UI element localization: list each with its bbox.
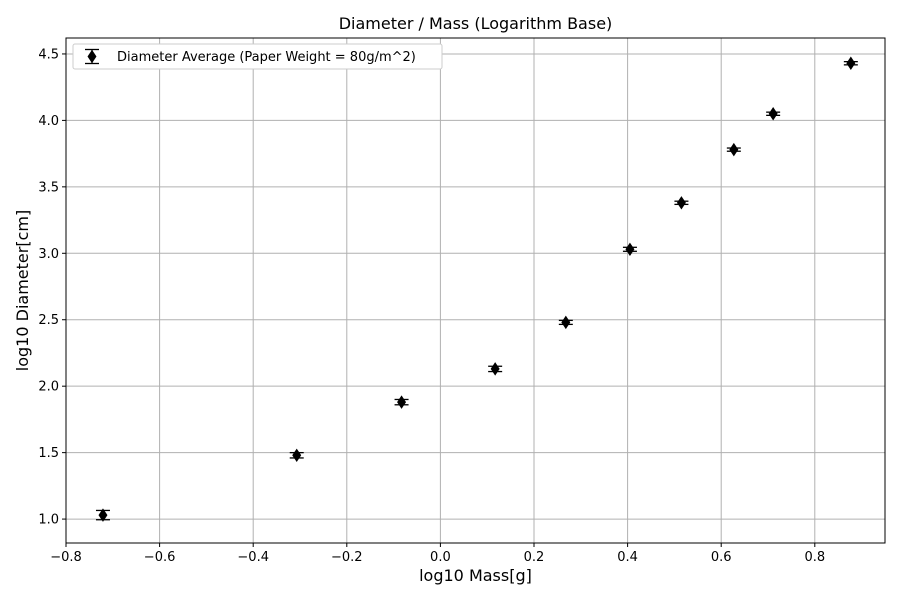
y-tick-label: 1.0 xyxy=(38,513,59,528)
data-point xyxy=(488,362,503,376)
y-tick-label: 3.0 xyxy=(38,247,59,262)
series-layer xyxy=(95,56,858,522)
y-axis-label: log10 Diameter[cm] xyxy=(13,210,32,371)
x-tick-label: 0.0 xyxy=(430,550,451,565)
data-point xyxy=(674,196,689,210)
x-tick-label: −0.6 xyxy=(144,550,176,565)
diamond-marker xyxy=(490,362,500,376)
ticks: −0.8 −0.6 −0.4 −0.2 0.0 0.2 0.4 0.6 0.8 1.0 1.5 2.0… xyxy=(38,47,825,565)
plot-frame xyxy=(65,37,886,544)
data-point xyxy=(622,242,637,257)
x-axis-label: log10 Mass[g] xyxy=(419,566,532,585)
diamond-marker xyxy=(292,448,302,463)
chart-title: Diameter / Mass (Logarithm Base) xyxy=(339,14,613,33)
grid xyxy=(65,38,885,543)
data-point xyxy=(766,107,781,121)
diamond-marker xyxy=(397,395,407,409)
legend-marker xyxy=(85,48,99,65)
diamond-marker xyxy=(768,107,778,121)
diamond-marker xyxy=(561,315,571,330)
legend: Diameter Average (Paper Weight = 80g/m^2… xyxy=(72,43,443,70)
data-point xyxy=(85,48,99,65)
y-tick-label: 2.0 xyxy=(38,380,59,395)
data-point xyxy=(726,142,741,157)
legend-box xyxy=(72,43,443,70)
y-tick-label: 4.0 xyxy=(38,114,59,129)
data-point xyxy=(843,56,858,70)
x-tick-label: −0.4 xyxy=(237,550,269,565)
diamond-marker xyxy=(676,196,686,210)
diamond-marker xyxy=(87,49,97,64)
data-point xyxy=(394,395,409,409)
x-tick-label: 0.4 xyxy=(617,550,638,565)
diamond-marker xyxy=(98,508,108,522)
x-tick-label: 0.2 xyxy=(524,550,545,565)
x-tick-label: 0.6 xyxy=(711,550,732,565)
y-tick-label: 2.5 xyxy=(38,313,59,328)
diamond-marker xyxy=(625,242,635,257)
x-tick-label: 0.8 xyxy=(804,550,825,565)
x-tick-label: −0.8 xyxy=(50,550,82,565)
diamond-marker xyxy=(846,56,856,70)
legend-label: Diameter Average (Paper Weight = 80g/m^2… xyxy=(117,50,416,65)
y-tick-label: 3.5 xyxy=(38,180,59,195)
data-point xyxy=(95,508,110,522)
diamond-marker xyxy=(729,142,739,157)
x-tick-label: −0.2 xyxy=(331,550,363,565)
data-point xyxy=(558,315,573,330)
data-point xyxy=(289,448,304,463)
y-tick-label: 1.5 xyxy=(38,446,59,461)
y-tick-label: 4.5 xyxy=(38,47,59,62)
